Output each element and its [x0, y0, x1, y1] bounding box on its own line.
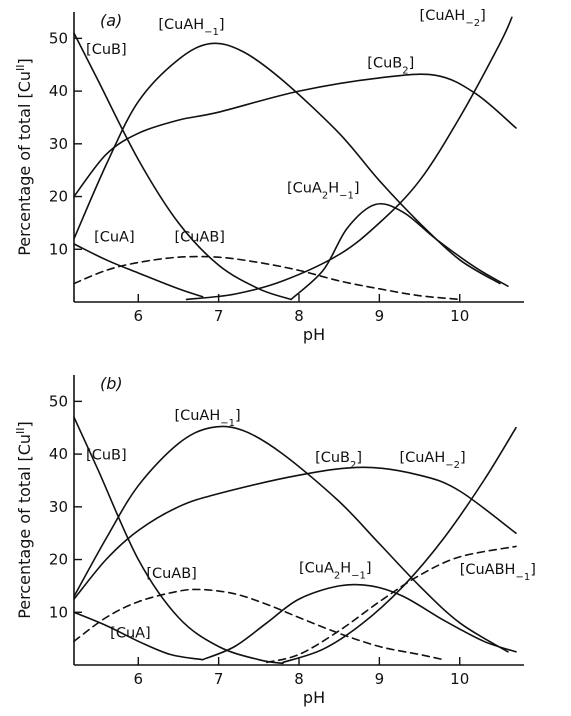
series-line-3 [73, 73, 517, 198]
series-label: [CuB] [86, 42, 127, 58]
series-label: [CuB] [86, 447, 127, 463]
x-tick-label: 9 [375, 670, 385, 688]
x-tick-label: 9 [375, 307, 385, 325]
series-label: [CuA2H−1] [287, 180, 360, 201]
series-line-6 [73, 588, 445, 661]
x-tick-label: 8 [294, 307, 304, 325]
y-tick-label: 30 [49, 135, 68, 153]
x-tick-label: 6 [134, 307, 144, 325]
panel-a: 6 7 8 9 10 10 20 30 40 50 pH Percentage of total [C… [14, 8, 524, 344]
y-tick-label: 20 [49, 188, 68, 206]
series-label: [CuAH−2] [420, 8, 486, 29]
series-label: [CuABH−1] [460, 562, 536, 583]
series-label: [CuA2H−1] [299, 561, 372, 582]
y-tick-label: 10 [49, 240, 68, 258]
series-line-6 [73, 255, 461, 301]
series-line-1 [73, 611, 204, 661]
y-axis-title: Percentage of total [CuII] [14, 58, 35, 256]
x-tick-label: 10 [450, 670, 469, 688]
series-label: [CuA] [110, 626, 151, 642]
y-tick-label: 30 [49, 498, 68, 516]
x-axis-title: pH [303, 688, 325, 707]
series-line-7 [266, 545, 517, 664]
series-label: [CuAB] [174, 229, 225, 245]
series-label: [CuAB] [146, 566, 197, 582]
y-tick-label: 10 [49, 603, 68, 621]
series-label: [CuA] [94, 229, 135, 245]
panel-label: (a) [100, 11, 122, 30]
series-line-4 [185, 16, 513, 301]
x-tick-label: 7 [214, 307, 224, 325]
y-tick-label: 40 [49, 82, 68, 100]
x-tick-label: 7 [214, 670, 224, 688]
x-axis-title: pH [303, 325, 325, 344]
series-line-5 [201, 583, 517, 661]
series-label: [CuB2] [315, 450, 362, 471]
y-tick-label: 40 [49, 445, 68, 463]
series-line-2 [73, 425, 509, 653]
series-label: [CuAH−1] [174, 408, 240, 429]
series-label: [CuAH−1] [158, 17, 224, 38]
series-label: [CuAH−2] [399, 450, 465, 471]
series-line-5 [290, 202, 509, 301]
y-axis-title: Percentage of total [CuII] [14, 421, 35, 619]
series-line-0 [73, 416, 284, 665]
x-tick-label: 6 [134, 670, 144, 688]
series-line-1 [73, 243, 204, 298]
y-tick-label: 50 [49, 392, 68, 410]
x-tick-label: 10 [450, 307, 469, 325]
x-tick-label: 8 [294, 670, 304, 688]
panel-b: 6 7 8 9 10 10 20 30 40 50 pH Percentage of total [C… [14, 374, 536, 707]
series-label: [CuB2] [367, 55, 414, 76]
series-line-3 [73, 466, 517, 600]
series-line-2 [73, 42, 501, 285]
y-tick-label: 50 [49, 29, 68, 47]
panel-label: (b) [100, 374, 123, 393]
y-tick-label: 20 [49, 551, 68, 569]
